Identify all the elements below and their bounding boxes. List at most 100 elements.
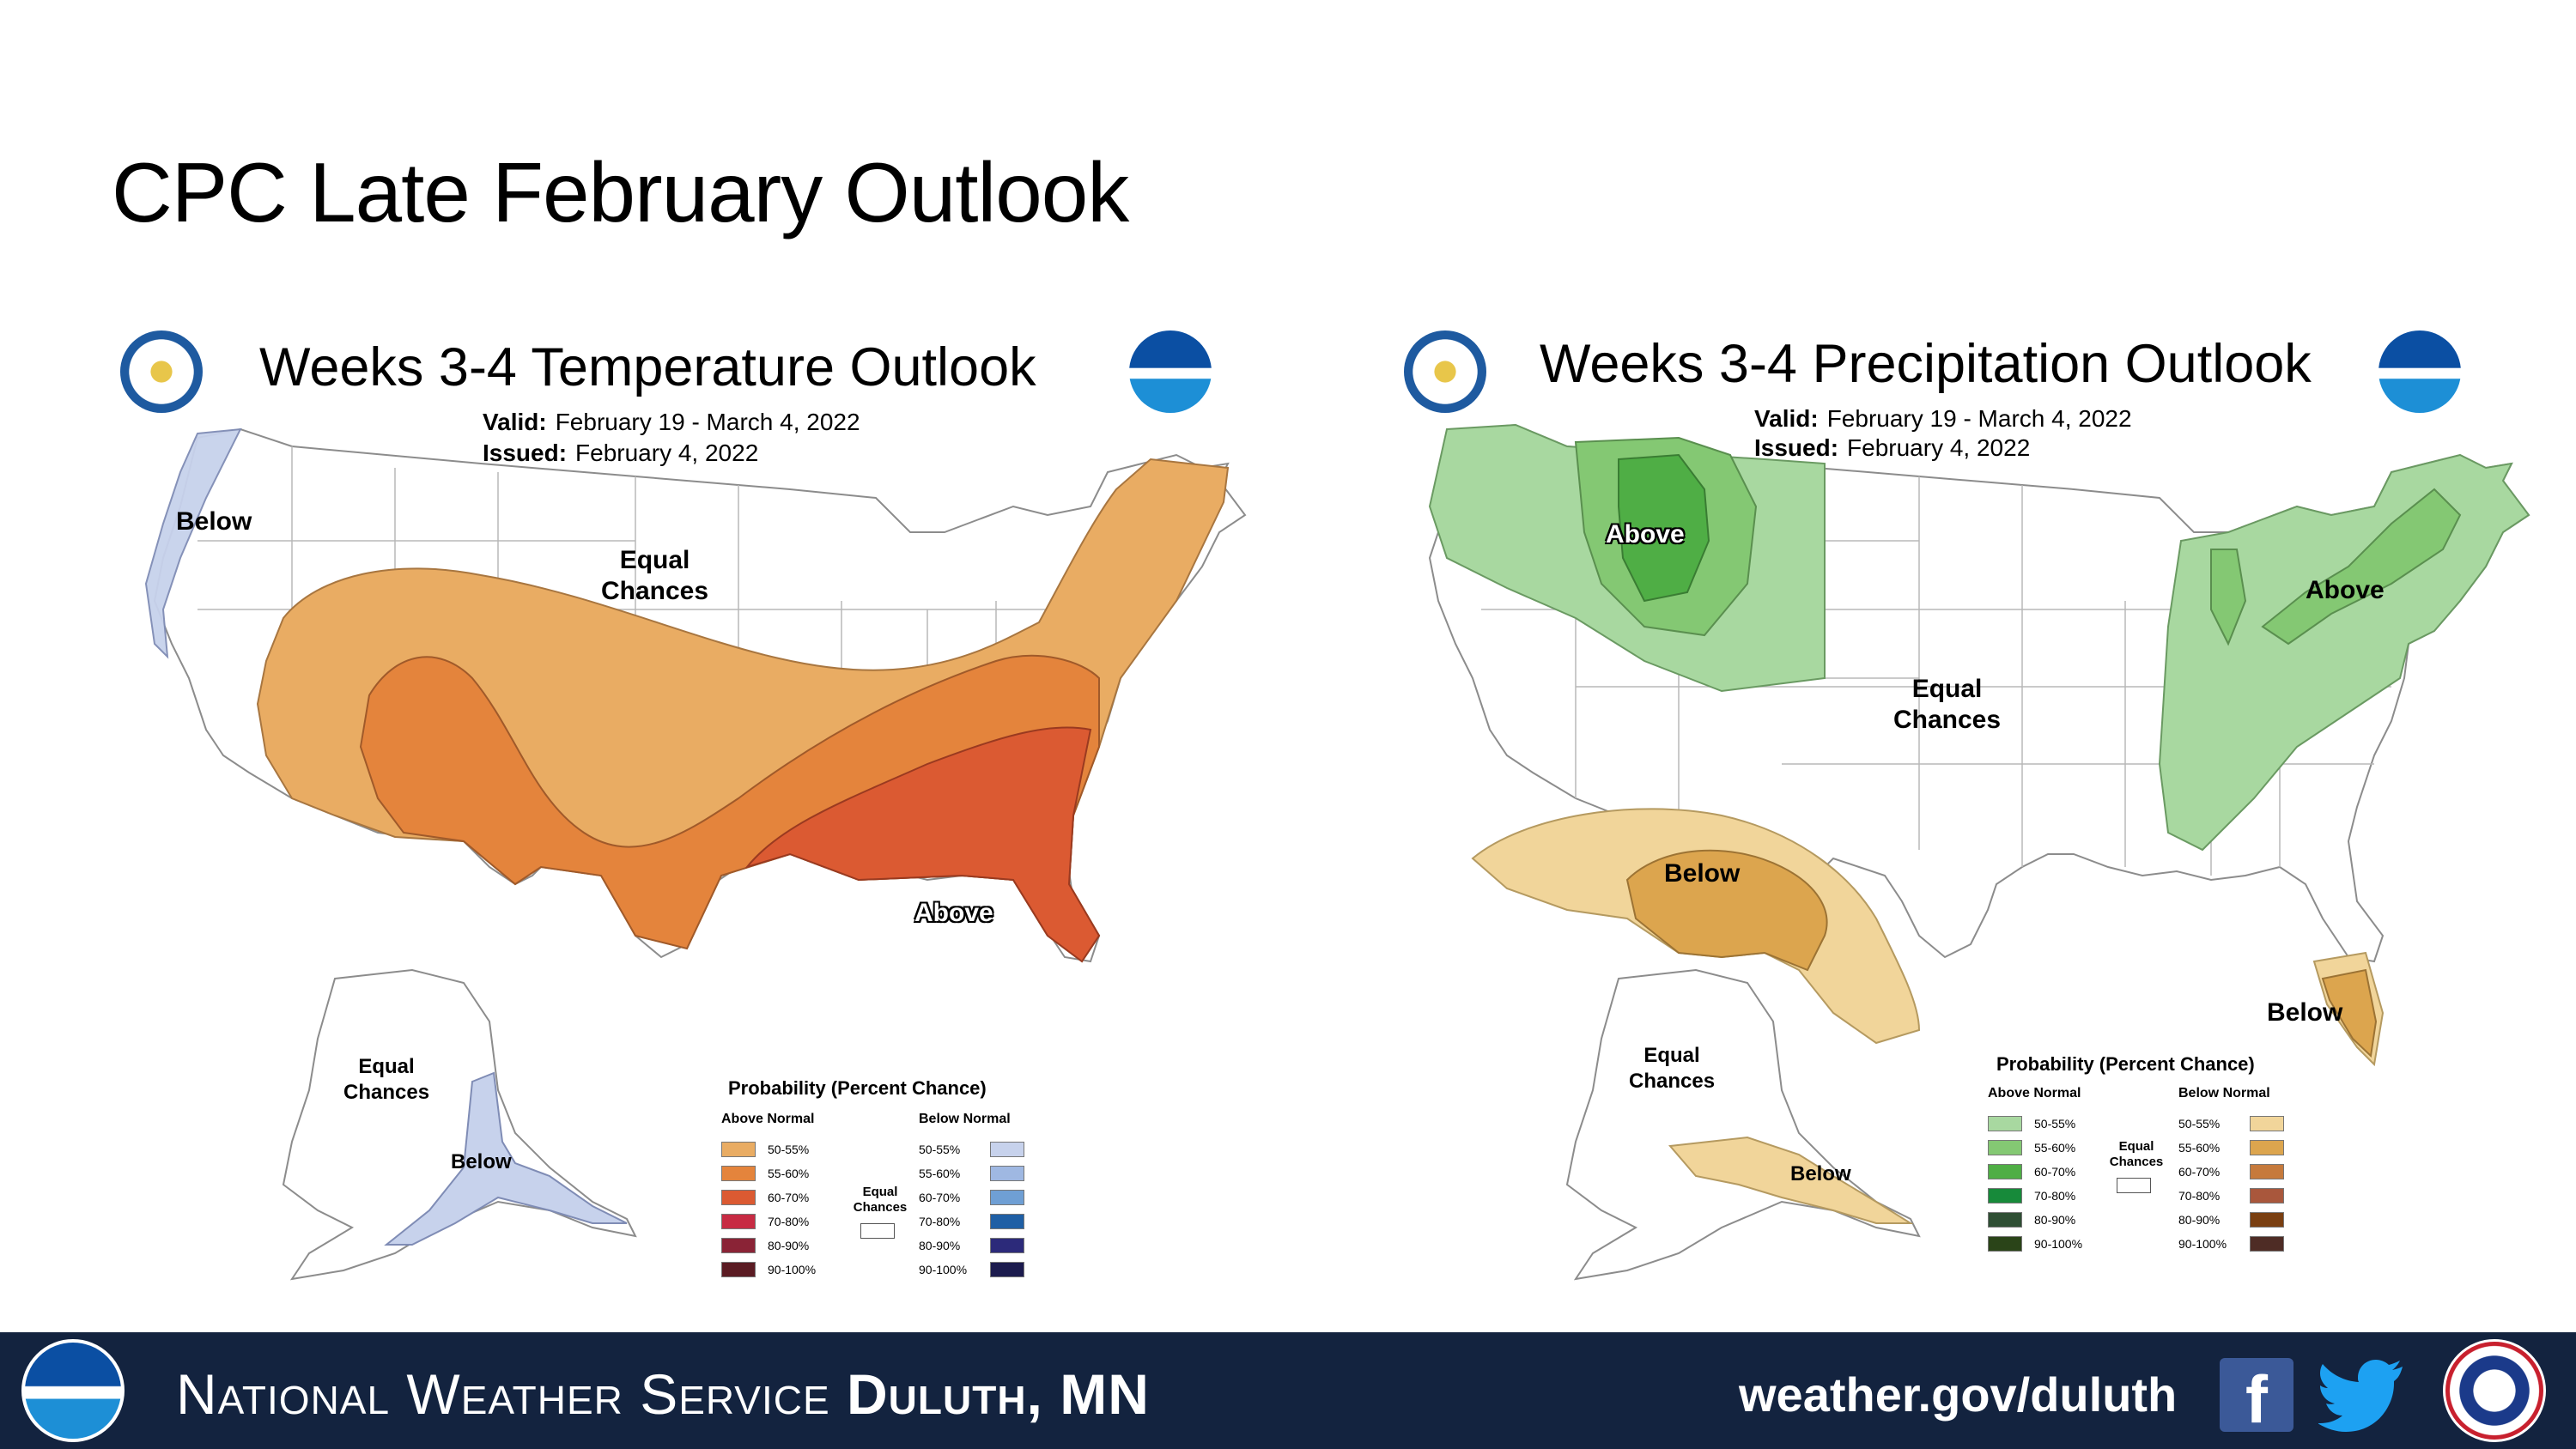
temperature-map bbox=[144, 427, 1247, 1281]
legend-title: Probability (Percent Chance) bbox=[728, 1077, 987, 1099]
map-label-below-sw: Below bbox=[1664, 859, 1741, 888]
footer-agency-name: National Weather Service Duluth, MN bbox=[176, 1362, 1150, 1426]
alaska-outline bbox=[282, 968, 637, 1281]
below-55-60-region-sw bbox=[1625, 849, 1828, 972]
legend-below-header: Below Normal bbox=[2178, 1086, 2270, 1100]
noaa-logo-icon bbox=[1129, 330, 1212, 413]
legend-row-label: 60-70% bbox=[919, 1191, 961, 1204]
legend-swatch bbox=[990, 1190, 1024, 1205]
legend-swatch bbox=[1988, 1116, 2022, 1131]
legend-row-label: 50-55% bbox=[2034, 1117, 2076, 1131]
legend-equal-chances: Equal Chances bbox=[853, 1185, 908, 1215]
legend-row-label: 60-70% bbox=[2178, 1165, 2221, 1179]
legend-row-below: 55-60% bbox=[2178, 1136, 2284, 1160]
legend-row-label: 50-55% bbox=[768, 1143, 810, 1156]
legend-equal-swatch bbox=[860, 1223, 895, 1239]
precipitation-valid: Valid: February 19 - March 4, 2022 bbox=[1754, 405, 2132, 432]
twitter-icon[interactable] bbox=[2318, 1358, 2404, 1432]
legend-row-below: 60-70% bbox=[2178, 1160, 2284, 1184]
map-label-ak-below: Below bbox=[451, 1150, 512, 1173]
legend-row-above: 90-100% bbox=[1988, 1232, 2099, 1256]
legend-swatch bbox=[721, 1238, 756, 1253]
legend-swatch bbox=[990, 1238, 1024, 1253]
legend-row-below: 60-70% bbox=[919, 1185, 1024, 1210]
legend-below-header: Below Normal bbox=[919, 1112, 1011, 1126]
legend-row-label: 60-70% bbox=[2034, 1165, 2076, 1179]
temperature-legend: Probability (Percent Chance) Above Norma… bbox=[721, 1077, 1039, 1335]
legend-row-label: 80-90% bbox=[2178, 1213, 2221, 1227]
nws-seal-icon[interactable] bbox=[2443, 1339, 2546, 1442]
legend-title: Probability (Percent Chance) bbox=[1996, 1053, 2255, 1075]
map-label-equal-north: Equal Chances bbox=[601, 546, 709, 605]
legend-row-above: 70-80% bbox=[721, 1210, 832, 1234]
legend-row-label: 90-100% bbox=[2034, 1237, 2083, 1251]
map-label-below-nw: Below bbox=[176, 507, 252, 536]
legend-row-label: 80-90% bbox=[2034, 1213, 2076, 1227]
legend-row-above: 50-55% bbox=[721, 1137, 832, 1161]
map-label-below-fl: Below bbox=[2267, 998, 2343, 1027]
noaa-logo-icon bbox=[2379, 330, 2461, 413]
temperature-issued: Issued: February 4, 2022 bbox=[483, 440, 759, 466]
legend-row-label: 70-80% bbox=[2178, 1189, 2221, 1203]
map-label-ak-equal: Equal Chances bbox=[343, 1055, 430, 1104]
legend-row-label: 80-90% bbox=[919, 1239, 961, 1252]
precipitation-legend: Probability (Percent Chance) Above Norma… bbox=[1988, 1053, 2306, 1311]
legend-row-above: 55-60% bbox=[1988, 1136, 2099, 1160]
legend-row-below: 70-80% bbox=[919, 1210, 1024, 1234]
legend-row-label: 90-100% bbox=[2178, 1237, 2227, 1251]
legend-swatch bbox=[721, 1190, 756, 1205]
legend-swatch bbox=[1988, 1212, 2022, 1228]
legend-swatch bbox=[2250, 1188, 2284, 1203]
legend-above-header: Above Normal bbox=[721, 1112, 815, 1126]
legend-row-above: 80-90% bbox=[721, 1234, 832, 1258]
legend-swatch bbox=[721, 1142, 756, 1157]
below-region-nw bbox=[144, 427, 242, 659]
legend-swatch bbox=[721, 1262, 756, 1277]
legend-swatch bbox=[1988, 1236, 2022, 1252]
above-55-60-region-ne2 bbox=[2261, 488, 2462, 646]
doc-seal-icon bbox=[120, 330, 203, 413]
legend-row-label: 90-100% bbox=[768, 1263, 817, 1276]
legend-swatch bbox=[721, 1214, 756, 1229]
legend-row-above: 70-80% bbox=[1988, 1184, 2099, 1208]
temperature-outlook-panel: Weeks 3-4 Temperature Outlook Valid: Febr… bbox=[34, 318, 1271, 1322]
legend-row-label: 70-80% bbox=[768, 1215, 810, 1228]
legend-row-above: 90-100% bbox=[721, 1258, 832, 1282]
legend-equal-swatch bbox=[2117, 1178, 2151, 1193]
facebook-icon[interactable]: f bbox=[2220, 1358, 2293, 1437]
map-label-ak-equal: Equal Chances bbox=[1629, 1044, 1716, 1093]
legend-swatch bbox=[2250, 1116, 2284, 1131]
above-55-60-region-ne bbox=[2210, 549, 2247, 646]
footer-bar: National Weather Service Duluth, MN weat… bbox=[0, 1332, 2576, 1449]
legend-swatch bbox=[1988, 1140, 2022, 1155]
legend-row-label: 50-55% bbox=[919, 1143, 961, 1156]
legend-swatch bbox=[990, 1262, 1024, 1277]
precipitation-issued: Issued: February 4, 2022 bbox=[1754, 434, 2031, 461]
legend-row-label: 50-55% bbox=[2178, 1117, 2221, 1131]
legend-row-label: 55-60% bbox=[2178, 1141, 2221, 1155]
alaska-below-region bbox=[1668, 1136, 1914, 1224]
legend-above-header: Above Normal bbox=[1988, 1086, 2081, 1100]
legend-swatch bbox=[721, 1166, 756, 1181]
legend-row-above: 60-70% bbox=[1988, 1160, 2099, 1184]
above-60-70-region bbox=[744, 726, 1101, 963]
legend-swatch bbox=[990, 1214, 1024, 1229]
legend-row-below: 80-90% bbox=[2178, 1208, 2284, 1232]
legend-row-label: 70-80% bbox=[2034, 1189, 2076, 1203]
footer-url-link[interactable]: weather.gov/duluth bbox=[1739, 1367, 2178, 1422]
map-label-above-ne: Above bbox=[2306, 576, 2385, 604]
above-60-70-region-nw bbox=[1618, 453, 1710, 603]
map-label-above-nw: Above bbox=[1606, 520, 1685, 549]
legend-row-above: 60-70% bbox=[721, 1185, 832, 1210]
map-label-above-se: Above bbox=[914, 899, 993, 927]
doc-seal-icon bbox=[1404, 330, 1486, 413]
noaa-logo-icon[interactable] bbox=[21, 1339, 125, 1442]
precipitation-title: Weeks 3-4 Precipitation Outlook bbox=[1540, 334, 2312, 394]
legend-swatch bbox=[2250, 1140, 2284, 1155]
legend-swatch bbox=[1988, 1164, 2022, 1179]
legend-row-below: 50-55% bbox=[919, 1137, 1024, 1161]
legend-swatch bbox=[990, 1166, 1024, 1181]
legend-row-below: 90-100% bbox=[919, 1258, 1024, 1282]
legend-swatch bbox=[990, 1142, 1024, 1157]
legend-row-below: 55-60% bbox=[919, 1161, 1024, 1185]
